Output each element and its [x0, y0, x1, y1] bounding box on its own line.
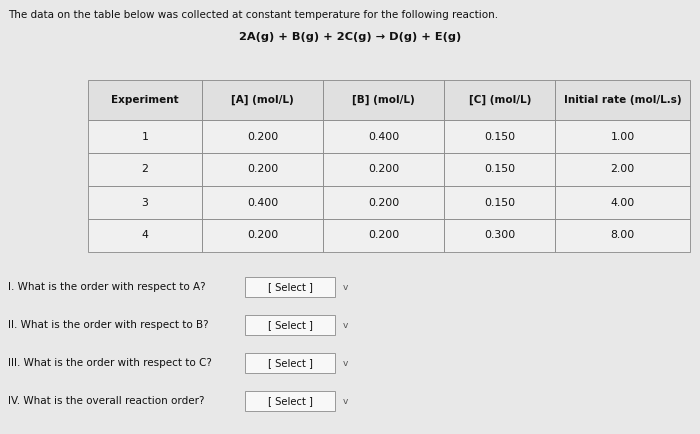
Bar — [444, 219, 555, 252]
Text: 4: 4 — [141, 230, 148, 240]
Bar — [323, 80, 444, 120]
Bar — [323, 186, 444, 219]
Text: IV. What is the overall reaction order?: IV. What is the overall reaction order? — [8, 396, 204, 406]
Bar — [88, 80, 202, 120]
Bar — [555, 80, 690, 120]
Bar — [88, 120, 202, 153]
Bar — [245, 277, 335, 297]
Text: 0.150: 0.150 — [484, 197, 515, 207]
Text: 0.300: 0.300 — [484, 230, 515, 240]
Bar — [555, 219, 690, 252]
Text: III. What is the order with respect to C?: III. What is the order with respect to C… — [8, 358, 212, 368]
Text: Initial rate (mol/L.s): Initial rate (mol/L.s) — [564, 95, 681, 105]
Text: 0.150: 0.150 — [484, 164, 515, 174]
Text: v: v — [342, 320, 348, 329]
Text: [ Select ]: [ Select ] — [267, 396, 312, 406]
Bar — [88, 186, 202, 219]
Text: 0.200: 0.200 — [247, 132, 279, 141]
Text: 2A(g) + B(g) + 2C(g) → D(g) + E(g): 2A(g) + B(g) + 2C(g) → D(g) + E(g) — [239, 32, 461, 42]
Text: 0.200: 0.200 — [247, 164, 279, 174]
Bar — [245, 391, 335, 411]
Bar — [202, 80, 323, 120]
Text: 8.00: 8.00 — [610, 230, 635, 240]
Text: 0.400: 0.400 — [368, 132, 400, 141]
Text: v: v — [342, 283, 348, 292]
Text: [ Select ]: [ Select ] — [267, 358, 312, 368]
Text: II. What is the order with respect to B?: II. What is the order with respect to B? — [8, 320, 209, 330]
Text: [ Select ]: [ Select ] — [267, 320, 312, 330]
Text: [B] (mol/L): [B] (mol/L) — [352, 95, 415, 105]
Text: [ Select ]: [ Select ] — [267, 282, 312, 292]
Bar — [202, 153, 323, 186]
Bar — [88, 219, 202, 252]
Text: 2.00: 2.00 — [610, 164, 635, 174]
Text: 0.200: 0.200 — [368, 197, 400, 207]
Bar — [202, 219, 323, 252]
Text: 0.200: 0.200 — [368, 230, 400, 240]
Text: 0.150: 0.150 — [484, 132, 515, 141]
Text: 3: 3 — [141, 197, 148, 207]
Bar — [245, 353, 335, 373]
Bar — [88, 153, 202, 186]
Bar — [323, 153, 444, 186]
Text: [C] (mol/L): [C] (mol/L) — [468, 95, 531, 105]
Bar — [444, 186, 555, 219]
Text: The data on the table below was collected at constant temperature for the follow: The data on the table below was collecte… — [8, 10, 498, 20]
Text: 2: 2 — [141, 164, 148, 174]
Bar — [323, 120, 444, 153]
Text: 0.200: 0.200 — [368, 164, 400, 174]
Text: 1.00: 1.00 — [610, 132, 635, 141]
Text: [A] (mol/L): [A] (mol/L) — [231, 95, 294, 105]
Bar — [555, 153, 690, 186]
Bar — [555, 120, 690, 153]
Text: 0.400: 0.400 — [247, 197, 279, 207]
Bar — [202, 186, 323, 219]
Text: 4.00: 4.00 — [610, 197, 635, 207]
Text: 0.200: 0.200 — [247, 230, 279, 240]
Bar — [245, 315, 335, 335]
Text: 1: 1 — [141, 132, 148, 141]
Text: Experiment: Experiment — [111, 95, 179, 105]
Bar — [555, 186, 690, 219]
Bar — [444, 153, 555, 186]
Bar — [444, 120, 555, 153]
Bar — [323, 219, 444, 252]
Text: v: v — [342, 397, 348, 405]
Bar — [444, 80, 555, 120]
Bar — [202, 120, 323, 153]
Text: v: v — [342, 358, 348, 368]
Text: I. What is the order with respect to A?: I. What is the order with respect to A? — [8, 282, 206, 292]
